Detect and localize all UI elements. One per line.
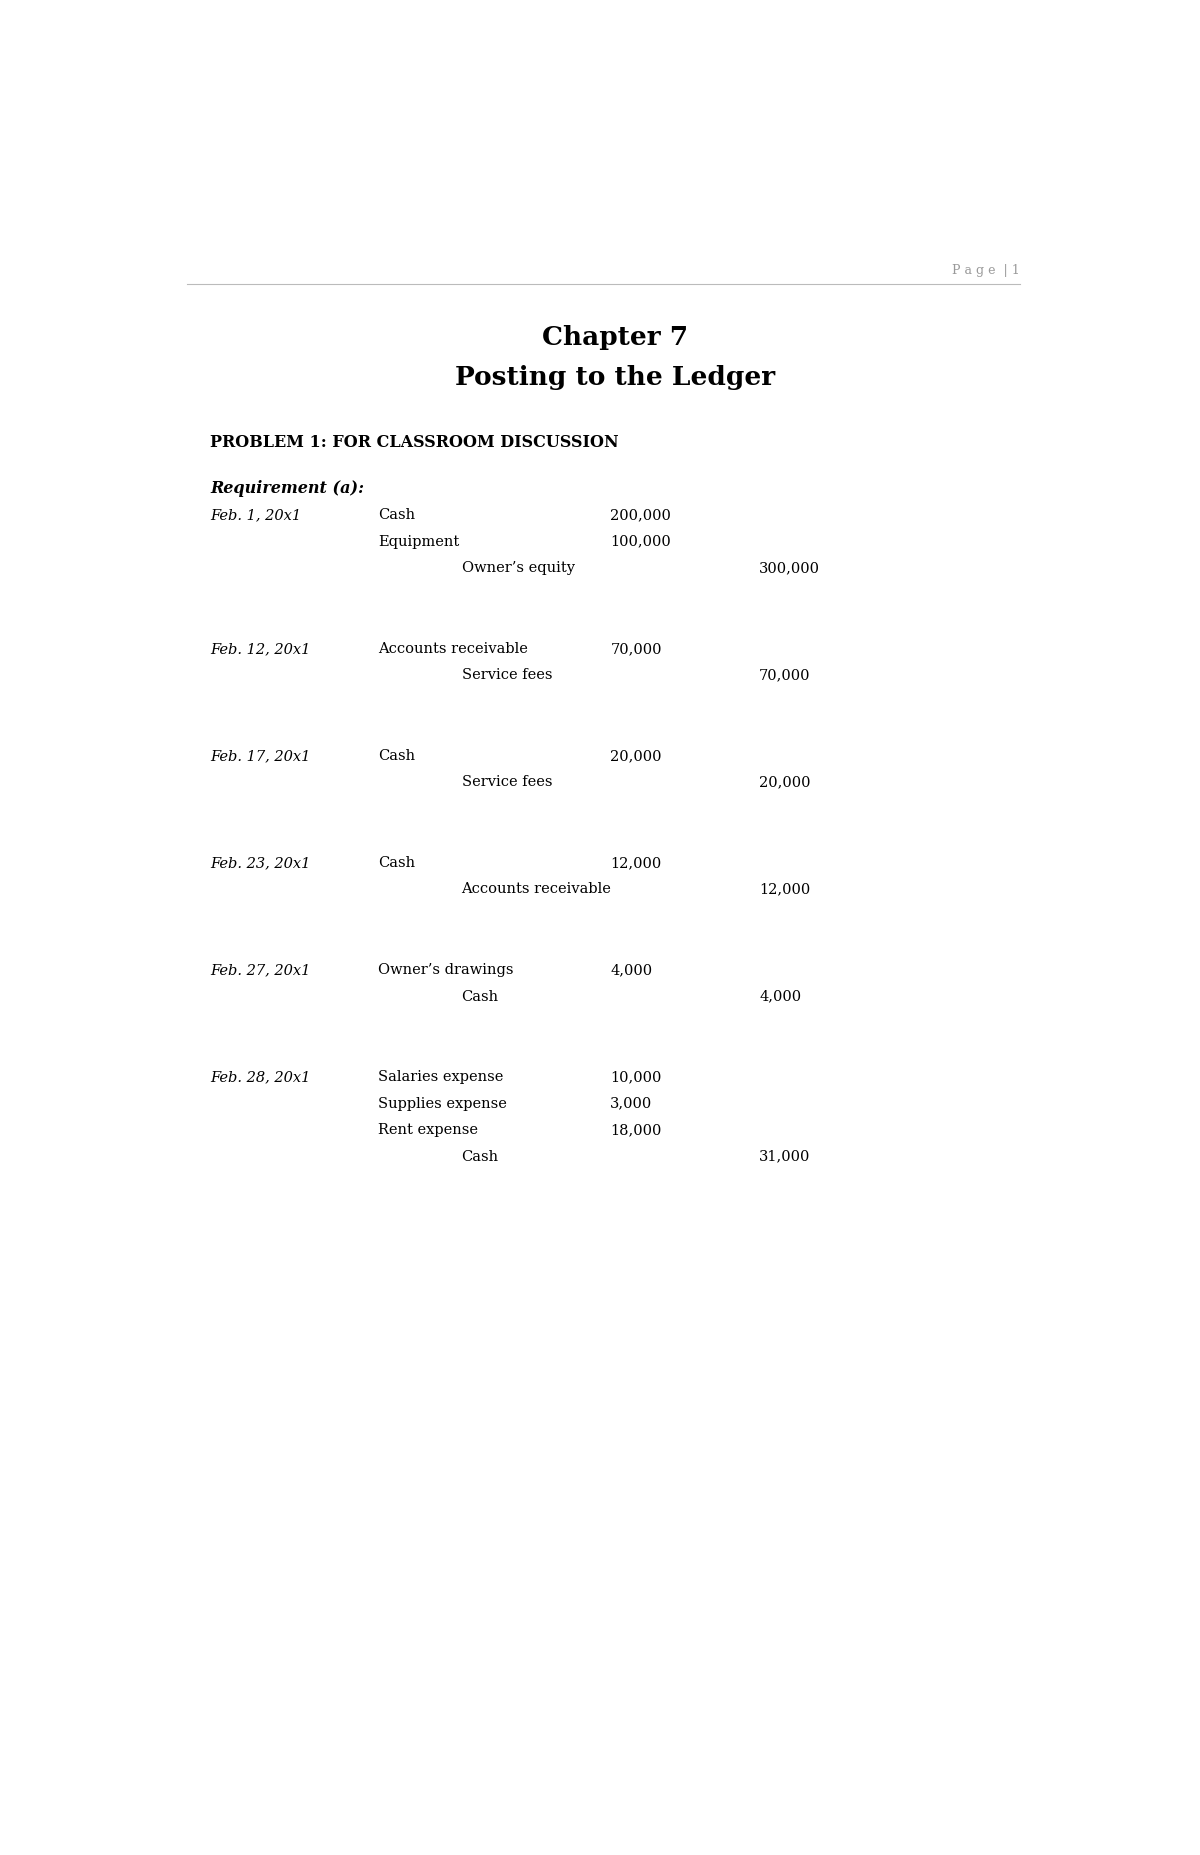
Text: Accounts receivable: Accounts receivable bbox=[462, 883, 612, 896]
Text: Posting to the Ledger: Posting to the Ledger bbox=[455, 365, 775, 390]
Text: 12,000: 12,000 bbox=[760, 883, 810, 896]
Text: Rent expense: Rent expense bbox=[378, 1122, 478, 1137]
Text: Chapter 7: Chapter 7 bbox=[542, 325, 688, 351]
Text: Owner’s equity: Owner’s equity bbox=[462, 560, 575, 575]
Text: 3,000: 3,000 bbox=[611, 1096, 653, 1111]
Text: Feb. 12, 20x1: Feb. 12, 20x1 bbox=[210, 642, 311, 657]
Text: 100,000: 100,000 bbox=[611, 534, 671, 549]
Text: Cash: Cash bbox=[462, 1150, 499, 1163]
Text: Cash: Cash bbox=[378, 855, 415, 870]
Text: Supplies expense: Supplies expense bbox=[378, 1096, 506, 1111]
Text: Salaries expense: Salaries expense bbox=[378, 1070, 503, 1085]
Text: 70,000: 70,000 bbox=[760, 668, 811, 683]
Text: 4,000: 4,000 bbox=[611, 963, 653, 978]
Text: Feb. 17, 20x1: Feb. 17, 20x1 bbox=[210, 749, 311, 762]
Text: Accounts receivable: Accounts receivable bbox=[378, 642, 528, 657]
Text: Feb. 27, 20x1: Feb. 27, 20x1 bbox=[210, 963, 311, 978]
Text: Cash: Cash bbox=[378, 508, 415, 523]
Text: 31,000: 31,000 bbox=[760, 1150, 810, 1163]
Text: Feb. 1, 20x1: Feb. 1, 20x1 bbox=[210, 508, 301, 523]
Text: 300,000: 300,000 bbox=[760, 560, 820, 575]
Text: 12,000: 12,000 bbox=[611, 855, 661, 870]
Text: Service fees: Service fees bbox=[462, 668, 552, 683]
Text: P a g e  | 1: P a g e | 1 bbox=[952, 263, 1020, 276]
Text: 20,000: 20,000 bbox=[611, 749, 662, 762]
Text: 18,000: 18,000 bbox=[611, 1122, 661, 1137]
Text: Requirement (a):: Requirement (a): bbox=[210, 480, 365, 497]
Text: 10,000: 10,000 bbox=[611, 1070, 661, 1085]
Text: PROBLEM 1: FOR CLASSROOM DISCUSSION: PROBLEM 1: FOR CLASSROOM DISCUSSION bbox=[210, 434, 619, 451]
Text: Feb. 28, 20x1: Feb. 28, 20x1 bbox=[210, 1070, 311, 1085]
Text: 20,000: 20,000 bbox=[760, 775, 811, 790]
Text: Owner’s drawings: Owner’s drawings bbox=[378, 963, 514, 978]
Text: 70,000: 70,000 bbox=[611, 642, 662, 657]
Text: Cash: Cash bbox=[462, 989, 499, 1004]
Text: 200,000: 200,000 bbox=[611, 508, 671, 523]
Text: Cash: Cash bbox=[378, 749, 415, 762]
Text: Equipment: Equipment bbox=[378, 534, 460, 549]
Text: Feb. 23, 20x1: Feb. 23, 20x1 bbox=[210, 855, 311, 870]
Text: 4,000: 4,000 bbox=[760, 989, 802, 1004]
Text: Service fees: Service fees bbox=[462, 775, 552, 790]
